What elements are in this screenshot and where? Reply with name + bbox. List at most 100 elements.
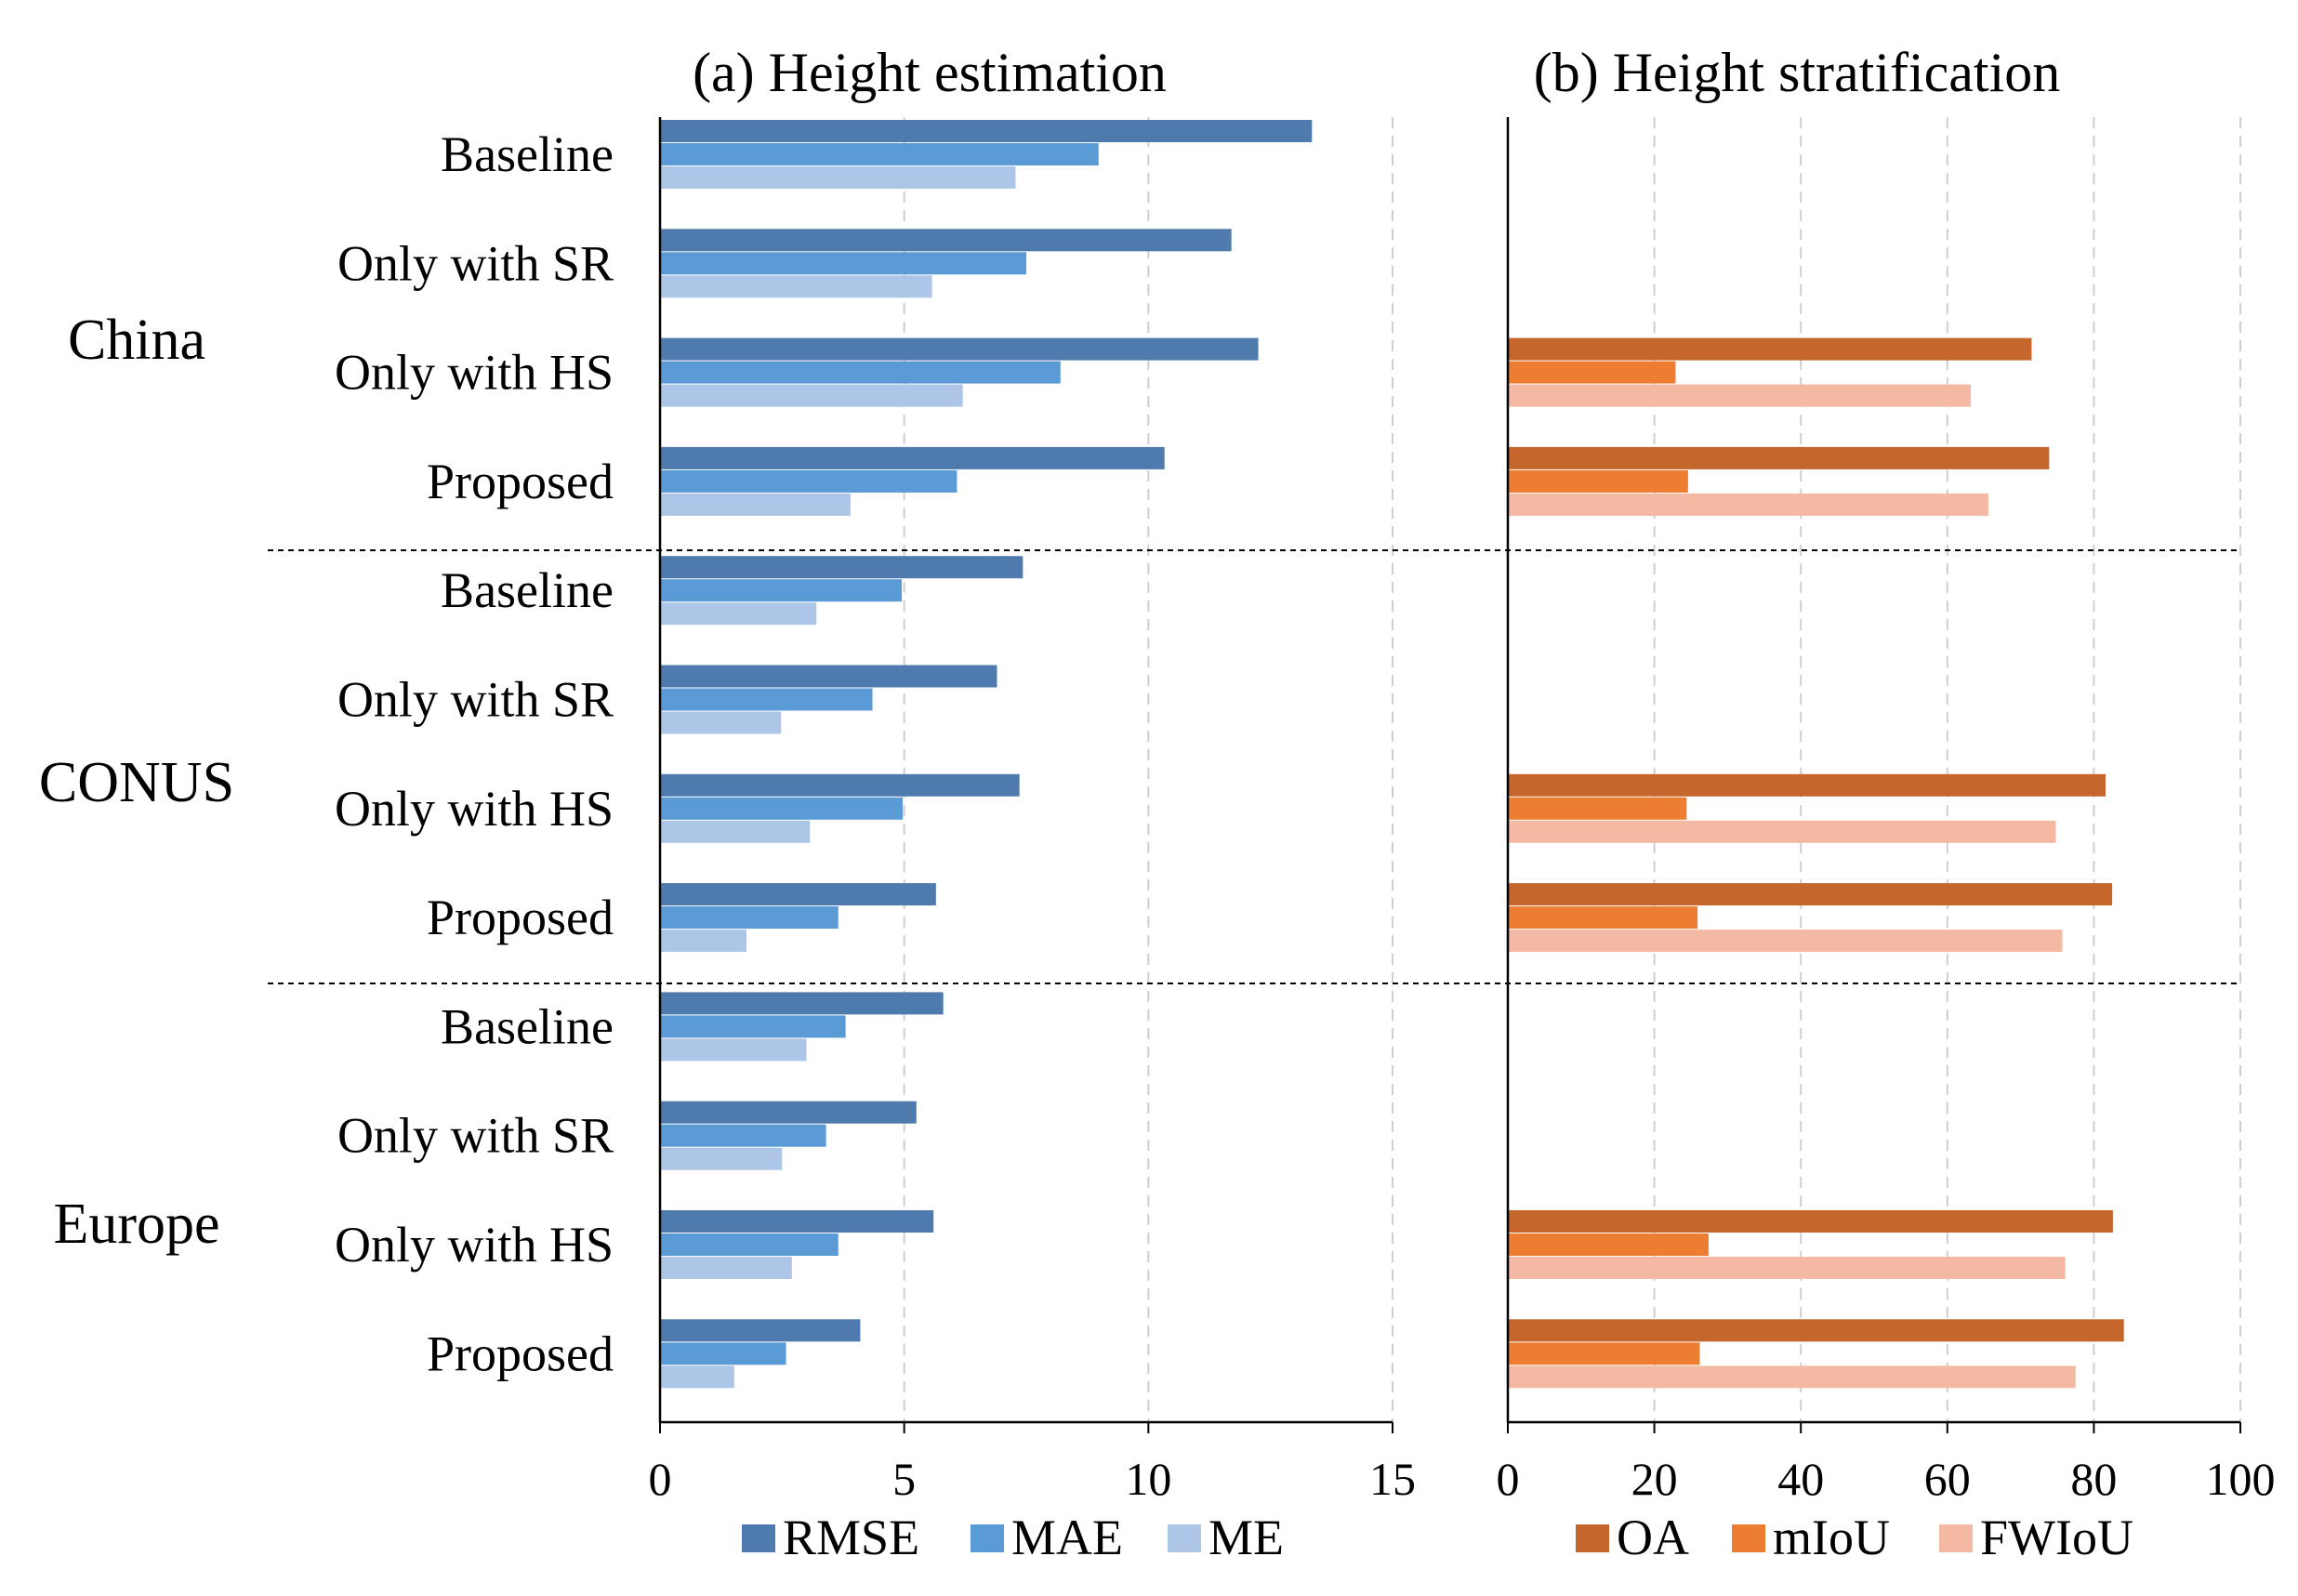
legend-swatch-me (1168, 1524, 1201, 1552)
bar-mae (660, 469, 958, 493)
bar-miou (1508, 1233, 1709, 1256)
bar-rmse (660, 1319, 861, 1342)
x-tick-label: 80 (2070, 1453, 2117, 1505)
legend-swatch-oa (1576, 1524, 1609, 1552)
bar-oa (1508, 1319, 2124, 1342)
bar-mae (660, 1124, 826, 1147)
bar-mae (660, 906, 839, 930)
category-label: Only with SR (337, 1108, 614, 1164)
bar-miou (1508, 797, 1687, 820)
bar-mae (660, 361, 1061, 384)
bar-mae (660, 1233, 839, 1256)
bar-miou (1508, 906, 1698, 930)
bar-mae (660, 143, 1099, 165)
bar-rmse (660, 773, 1020, 797)
bar-oa (1508, 883, 2113, 906)
x-tick-label: 100 (2206, 1453, 2276, 1505)
category-label: Only with HS (335, 781, 614, 837)
bar-oa (1508, 337, 2032, 361)
bar-mae (660, 797, 904, 820)
bar-rmse (660, 229, 1232, 252)
bar-me (660, 930, 746, 953)
category-label: Only with SR (337, 672, 614, 728)
bar-rmse (660, 883, 936, 906)
bar-fwiou (1508, 493, 1988, 516)
bar-me (660, 602, 817, 626)
category-label: Proposed (427, 454, 614, 509)
category-label: Only with HS (335, 1217, 614, 1273)
bar-mae (660, 252, 1026, 275)
legend-b: OA mIoU FWIoU (1576, 1510, 2133, 1565)
axes-layer (268, 117, 2241, 1433)
x-tick-label: 0 (649, 1453, 672, 1505)
bar-fwiou (1508, 820, 2056, 843)
bar-mae (660, 1015, 846, 1038)
legend-label-mae: MAE (1011, 1510, 1123, 1565)
bar-me (660, 166, 1016, 189)
bar-rmse (660, 665, 997, 688)
x-tick-label: 15 (1369, 1453, 1416, 1505)
bar-fwiou (1508, 384, 1972, 407)
bar-rmse (660, 337, 1259, 361)
legend-swatch-fwiou (1939, 1524, 1973, 1552)
bar-fwiou (1508, 930, 2063, 953)
category-label: Baseline (441, 126, 614, 182)
grid-layer (903, 117, 2241, 1422)
panel-b-title: (b) Height stratification (1534, 42, 2060, 103)
legend-swatch-mae (971, 1524, 1004, 1552)
bar-me (660, 820, 811, 843)
bar-me (660, 1257, 792, 1279)
bar-rmse (660, 992, 944, 1015)
bar-mae (660, 579, 903, 602)
bar-me (660, 711, 782, 734)
legend-label-miou: mIoU (1773, 1510, 1890, 1565)
region-label-europe: Europe (53, 1193, 219, 1256)
legend-a: RMSE MAE ME (742, 1510, 1284, 1565)
bar-rmse (660, 1101, 917, 1124)
category-label: Proposed (427, 1326, 614, 1381)
bar-mae (660, 1342, 786, 1365)
bar-fwiou (1508, 1365, 2076, 1389)
x-tick-label: 5 (892, 1453, 916, 1505)
bar-me (660, 493, 851, 516)
category-label: Only with SR (337, 235, 614, 291)
panel-a-title: (a) Height estimation (693, 42, 1167, 103)
bar-oa (1508, 1210, 2113, 1233)
bar-rmse (660, 120, 1313, 142)
bars-layer (660, 120, 2124, 1389)
x-tick-label: 60 (1924, 1453, 1971, 1505)
legend-label-rmse: RMSE (783, 1510, 919, 1565)
bar-me (660, 275, 932, 298)
region-label-china: China (68, 309, 205, 372)
category-label: Proposed (427, 890, 614, 945)
bar-me (660, 1147, 783, 1170)
bar-fwiou (1508, 1257, 2066, 1279)
bar-rmse (660, 556, 1024, 579)
category-label: Baseline (441, 562, 614, 618)
bar-mae (660, 688, 873, 711)
bar-oa (1508, 446, 2050, 469)
legend-label-me: ME (1208, 1510, 1284, 1565)
legend-label-oa: OA (1617, 1510, 1689, 1565)
bar-me (660, 1365, 734, 1389)
x-tick-label: 20 (1631, 1453, 1678, 1505)
bar-miou (1508, 1342, 1700, 1365)
legend-label-fwiou: FWIoU (1980, 1510, 2133, 1565)
legend-swatch-rmse (742, 1524, 775, 1552)
bar-rmse (660, 1210, 934, 1233)
x-tick-label: 0 (1497, 1453, 1520, 1505)
bar-oa (1508, 773, 2106, 797)
x-tick-label: 40 (1777, 1453, 1824, 1505)
bar-rmse (660, 446, 1165, 469)
bar-me (660, 1038, 807, 1062)
labels-layer: 0 5 10 15 0 20 40 60 80 100 Baseline Only with SR On… (335, 126, 2276, 1505)
category-label: Only with HS (335, 345, 614, 401)
bar-miou (1508, 361, 1676, 384)
category-label: Baseline (441, 998, 614, 1054)
legend-swatch-miou (1732, 1524, 1765, 1552)
bar-me (660, 384, 963, 407)
x-tick-label: 10 (1125, 1453, 1171, 1505)
region-label-conus: CONUS (39, 751, 234, 814)
bar-miou (1508, 469, 1688, 493)
